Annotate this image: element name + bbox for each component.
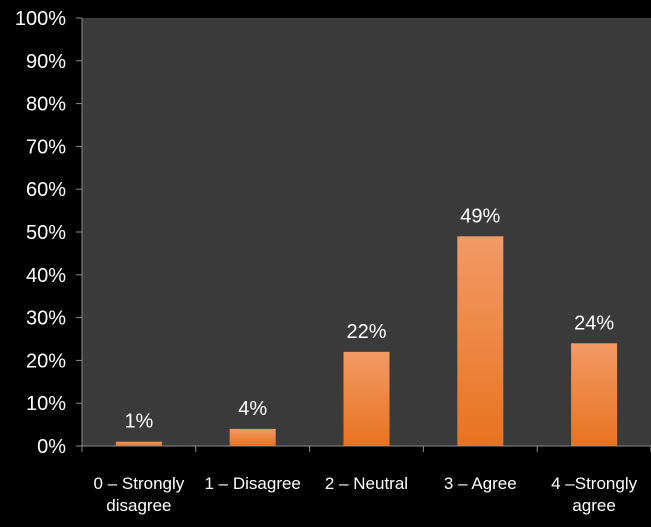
y-tick-label: 70%: [26, 136, 66, 158]
bar: [115, 441, 162, 446]
category-label: 4 –Strongly agree: [551, 474, 637, 515]
bar: [571, 343, 618, 446]
category-label-line: agree: [572, 496, 615, 515]
data-label: 49%: [460, 205, 500, 227]
y-tick-label: 0%: [37, 436, 66, 458]
category-label-line: disagree: [106, 496, 171, 515]
y-tick-label: 60%: [26, 179, 66, 201]
category-label: 0 – Strongly disagree: [94, 474, 185, 515]
category-label: 2 – Neutral: [325, 474, 408, 493]
category-label-line: 0 – Strongly: [94, 474, 185, 493]
bar: [343, 351, 390, 446]
y-tick-label: 10%: [26, 393, 66, 415]
y-tick-label: 20%: [26, 350, 66, 372]
y-tick-label: 50%: [26, 222, 66, 244]
data-labels: 1% 4% 22% 49% 24%: [124, 205, 614, 432]
category-label-line: 4 –Strongly: [551, 474, 637, 493]
category-label: 3 – Agree: [444, 474, 517, 493]
data-label: 4%: [238, 398, 267, 420]
y-tick-label: 40%: [26, 265, 66, 287]
category-label-line: 3 – Agree: [444, 474, 517, 493]
y-tick-label: 80%: [26, 94, 66, 116]
category-label: 1 – Disagree: [205, 474, 301, 493]
data-label: 24%: [574, 312, 614, 334]
bars: [115, 236, 618, 446]
bar: [229, 428, 276, 446]
y-axis: 0% 10% 20% 30% 40% 50% 60% 70% 80% 90% 100%: [15, 8, 83, 458]
y-tick-label: 30%: [26, 308, 66, 330]
category-label-line: 1 – Disagree: [205, 474, 301, 493]
y-tick-label: 90%: [26, 51, 66, 73]
bar: [457, 236, 504, 446]
y-tick-label: 100%: [15, 8, 66, 30]
x-axis: 0 – Strongly disagree 1 – Disagree 2 – Neut…: [81, 445, 651, 515]
data-label: 1%: [124, 411, 153, 433]
category-label-line: 2 – Neutral: [325, 474, 408, 493]
data-label: 22%: [346, 321, 386, 343]
